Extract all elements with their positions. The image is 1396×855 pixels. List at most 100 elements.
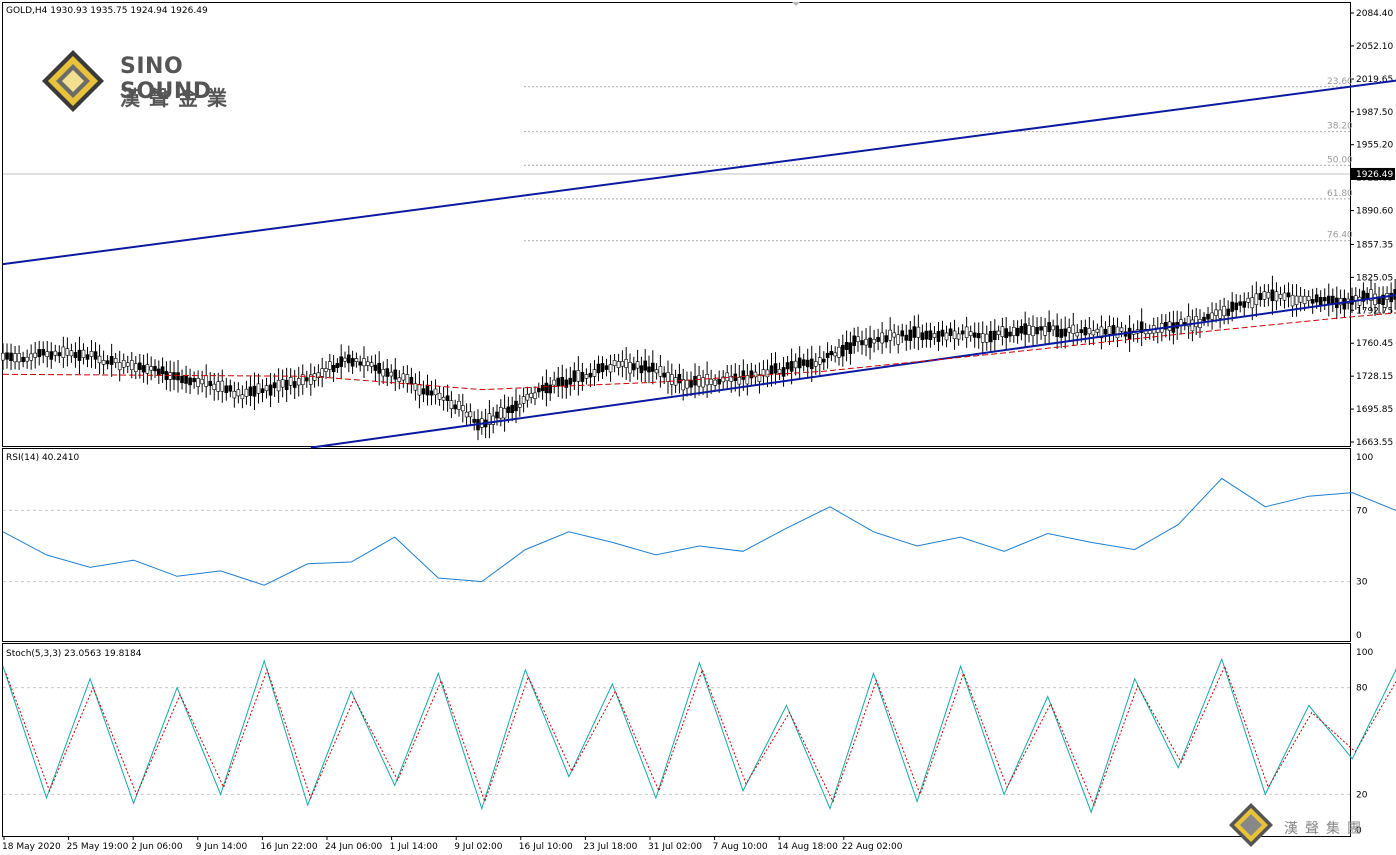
candle-body <box>101 360 106 365</box>
candle-body <box>673 377 678 386</box>
candle-body <box>421 388 426 395</box>
candle-body <box>658 366 663 377</box>
candle-body <box>1389 292 1393 303</box>
candle-body <box>741 370 746 380</box>
candle-body <box>1326 295 1331 305</box>
candle-body <box>556 377 561 387</box>
candle-body <box>69 350 74 357</box>
candle-body <box>540 384 545 392</box>
candle-body <box>980 333 985 343</box>
candle-body <box>757 374 762 382</box>
candle-body <box>624 359 629 368</box>
watermark-text: 漢聲集團 <box>1284 821 1368 837</box>
candle-body <box>948 328 953 336</box>
candle-body <box>620 361 625 367</box>
candle-body <box>61 346 66 358</box>
rsi-header: RSI(14) 40.2410 <box>6 453 79 463</box>
candle-body <box>1369 289 1373 301</box>
candle-body <box>413 383 418 391</box>
price-tick-label: 1857.35 <box>1356 240 1393 250</box>
candle-body <box>1262 291 1267 300</box>
channel-lower-line <box>310 294 1396 449</box>
time-tick-label: 22 Aug 02:00 <box>842 842 903 852</box>
rsi-tick-label: 0 <box>1356 631 1362 641</box>
candle-body <box>53 350 58 356</box>
candle-body <box>596 363 601 374</box>
time-tick-label: 9 Jul 02:00 <box>454 842 503 852</box>
candle-body <box>940 329 945 337</box>
price-tick-label: 1890.60 <box>1356 207 1393 217</box>
candle-body <box>121 359 126 368</box>
candle-body <box>631 363 636 371</box>
candle-body <box>453 404 458 410</box>
candle-body <box>1258 293 1263 301</box>
candle-body <box>510 404 515 414</box>
candle-body <box>749 370 754 379</box>
candle-body <box>1031 326 1035 337</box>
candle-body <box>1004 328 1009 339</box>
candle-body <box>896 334 901 345</box>
candle-body <box>821 358 826 363</box>
candle-body <box>296 378 301 386</box>
candle-body <box>385 368 390 377</box>
candle-body <box>928 330 933 340</box>
candle-body <box>172 372 176 380</box>
candle-body <box>445 395 450 401</box>
candle-body <box>588 372 593 378</box>
candle-body <box>85 354 90 360</box>
candle-body <box>1338 298 1343 306</box>
candle-body <box>401 373 406 381</box>
candle-body <box>300 374 305 385</box>
candle-body <box>1373 293 1377 306</box>
candle-body <box>1071 324 1076 334</box>
candle-body <box>829 350 834 356</box>
candle-body <box>65 348 70 356</box>
candle-body <box>316 372 321 379</box>
candle-body <box>1286 292 1291 298</box>
candle-body <box>572 370 577 382</box>
candle-body <box>457 400 461 410</box>
candle-body <box>1063 328 1068 337</box>
candle-body <box>1210 312 1214 320</box>
price-tick-label: 2084.40 <box>1356 9 1393 19</box>
candle-body <box>709 378 713 385</box>
candle-body <box>358 361 363 366</box>
candle-body <box>996 330 1001 335</box>
candle-body <box>425 384 430 396</box>
candle-body <box>1027 325 1031 335</box>
fib-level-label: 76.40 <box>1327 231 1353 241</box>
candle-body <box>280 379 285 388</box>
time-tick-label: 9 Jun 14:00 <box>196 842 248 852</box>
candle-body <box>502 408 507 419</box>
time-tick-label: 25 May 19:00 <box>67 842 129 852</box>
candle-body <box>908 329 913 341</box>
candle-body <box>216 381 221 392</box>
candle-body <box>236 389 241 397</box>
candle-body <box>701 377 705 388</box>
candle-body <box>1059 328 1063 338</box>
moving-average-line <box>2 312 1396 391</box>
candle-body <box>604 365 609 370</box>
candle-body <box>789 361 794 372</box>
candle-body <box>409 377 414 385</box>
candle-body <box>912 326 917 338</box>
candle-body <box>628 362 632 374</box>
candle-body <box>1115 326 1120 339</box>
candle-body <box>797 357 802 369</box>
stoch-panel-frame <box>2 643 1351 837</box>
candle-body <box>1091 330 1096 336</box>
diamond-logo-icon <box>42 50 104 112</box>
candle-body <box>1095 328 1100 333</box>
candle-body <box>288 377 293 386</box>
stoch-main-line <box>2 657 1396 814</box>
time-tick-label: 7 Aug 10:00 <box>713 842 768 852</box>
candle-body <box>1250 297 1255 309</box>
candle-body <box>437 392 442 400</box>
current-price-label: 1926.49 <box>1356 170 1393 180</box>
candle-body <box>1 352 5 361</box>
candle-body <box>1298 295 1303 303</box>
candle-body <box>350 358 355 367</box>
collapse-arrow-icon[interactable] <box>792 2 800 6</box>
candle-body <box>560 377 565 387</box>
candle-body <box>373 364 378 371</box>
